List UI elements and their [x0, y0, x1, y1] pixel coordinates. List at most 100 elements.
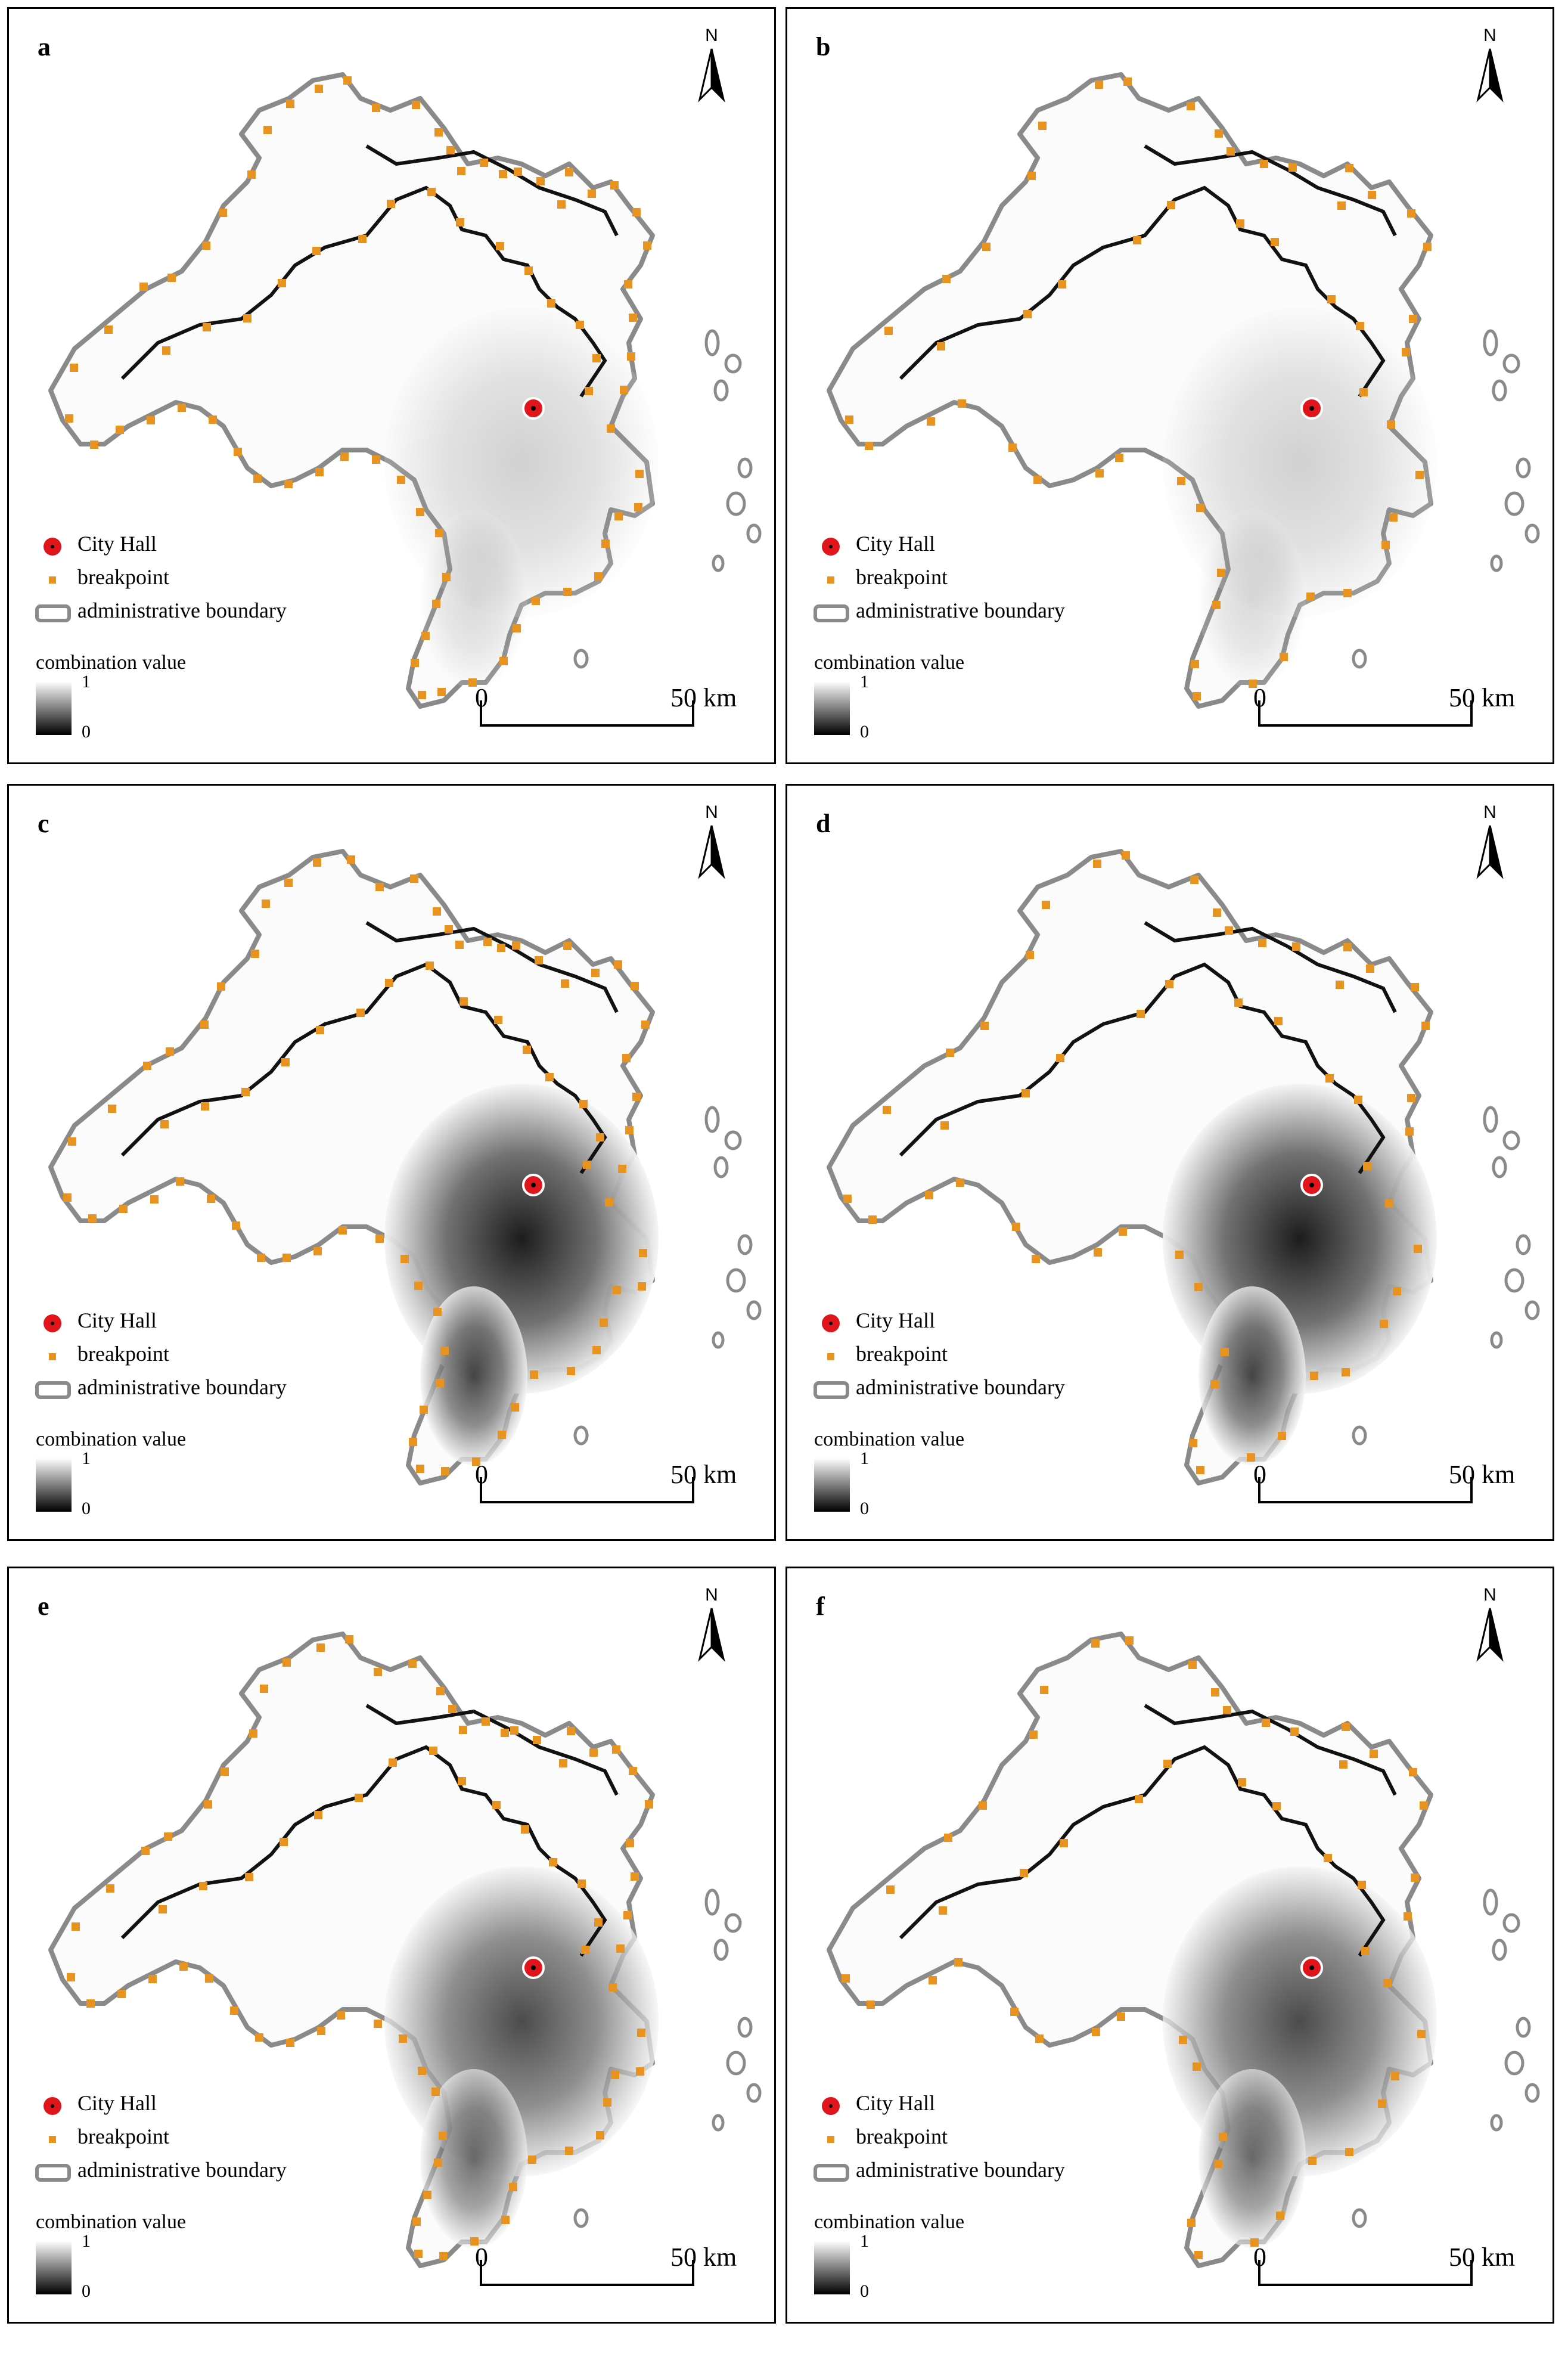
- breakpoint-marker: [592, 354, 601, 362]
- breakpoint-marker: [440, 1347, 449, 1355]
- north-arrow: N: [1469, 1585, 1511, 1668]
- city-hall-center: [1309, 406, 1314, 411]
- breakpoint-marker: [459, 997, 468, 1006]
- breakpoint-marker: [591, 969, 600, 977]
- breakpoint-marker: [1327, 295, 1336, 303]
- breakpoint-marker: [162, 346, 170, 355]
- breakpoint-marker: [445, 925, 453, 933]
- breakpoint-marker: [1163, 1760, 1172, 1768]
- breakpoint-marker: [620, 386, 628, 394]
- breakpoint-marker: [1411, 983, 1419, 991]
- north-label: N: [705, 1585, 718, 1605]
- breakpoint-marker: [1217, 569, 1225, 577]
- breakpoint-marker: [1032, 1255, 1040, 1263]
- scale-bar-line: [480, 2260, 694, 2286]
- island: [737, 1234, 753, 1255]
- combination-value-ramp: [36, 681, 72, 735]
- breakpoint-marker: [514, 168, 522, 176]
- scale-start-label: 0: [475, 2243, 488, 2272]
- map-panel-d: d N City Hall breakpoint: [785, 784, 1554, 1541]
- breakpoint-marker: [637, 2029, 645, 2037]
- breakpoint-marker: [927, 417, 935, 426]
- breakpoint-marker: [565, 2147, 573, 2155]
- breakpoint-marker: [106, 1884, 114, 1893]
- breakpoint-marker: [374, 1668, 382, 1676]
- breakpoint-marker: [1423, 243, 1432, 251]
- breakpoint-marker: [387, 200, 395, 208]
- breakpoint-marker: [358, 235, 367, 243]
- breakpoint-marker: [385, 979, 393, 987]
- breakpoint-marker: [607, 424, 615, 433]
- boundary-icon: [35, 2164, 71, 2182]
- breakpoints-layer: [63, 855, 650, 1475]
- combination-value-ramp: [36, 1458, 72, 1512]
- north-label: N: [1483, 26, 1496, 45]
- breakpoint-marker: [625, 1126, 634, 1134]
- breakpoint-marker: [561, 979, 569, 988]
- breakpoint-marker: [200, 1021, 209, 1029]
- breakpoint-marker: [472, 1457, 480, 1466]
- boundary-icon: [35, 604, 71, 622]
- suitability-contour: [899, 144, 1397, 398]
- breakpoint-marker: [441, 1467, 449, 1475]
- city-hall-icon: [822, 2097, 840, 2115]
- breakpoint-marker: [458, 1777, 466, 1785]
- breakpoint-marker: [536, 177, 545, 185]
- panel-label: e: [38, 1592, 49, 1621]
- ramp-low-label: 0: [82, 2281, 91, 2301]
- breakpoint-marker: [201, 1102, 209, 1111]
- suitability-contour: [899, 921, 1397, 1174]
- breakpoint-marker: [611, 2071, 619, 2079]
- breakpoint-marker: [372, 455, 380, 464]
- breakpoint-marker: [1404, 1912, 1412, 1921]
- scale-bar-line: [1258, 700, 1473, 727]
- breakpoint-marker: [72, 1922, 80, 1931]
- breakpoint-marker: [1225, 926, 1233, 935]
- breakpoint-marker: [1421, 1022, 1430, 1030]
- north-arrow: N: [1469, 802, 1511, 886]
- breakpoint-marker: [524, 266, 533, 275]
- breakpoint-marker: [1378, 2099, 1386, 2108]
- island: [1490, 554, 1503, 572]
- breakpoint-marker: [940, 1121, 949, 1130]
- breakpoint-marker: [1194, 1283, 1203, 1291]
- breakpoint-marker: [498, 1431, 506, 1439]
- breakpoint-marker: [632, 208, 641, 216]
- suitability-contour: [899, 1704, 1397, 1957]
- island: [1352, 2208, 1367, 2228]
- breakpoint-marker: [70, 364, 78, 372]
- scale-bar-line: [1258, 2260, 1473, 2286]
- breakpoint-marker: [629, 1767, 637, 1775]
- island: [724, 353, 742, 374]
- city-hall-icon: [44, 2097, 61, 2115]
- breakpoint-marker: [88, 1214, 97, 1223]
- combination-value-title: combination value: [36, 1428, 187, 1450]
- breakpoint-marker: [408, 1660, 417, 1668]
- breakpoint-marker: [1238, 1778, 1246, 1787]
- breakpoint-marker: [339, 1226, 347, 1235]
- breakpoint-marker: [420, 1406, 428, 1414]
- island: [1504, 491, 1524, 516]
- scale-bar: [480, 2248, 694, 2290]
- breakpoint-marker: [509, 2183, 517, 2191]
- breakpoint-marker: [1342, 1723, 1350, 1731]
- breakpoint-marker: [497, 944, 505, 952]
- breakpoint-marker: [1196, 1466, 1204, 1474]
- breakpoint-marker: [634, 503, 642, 511]
- combination-value-surface-south: [420, 510, 527, 688]
- island: [746, 523, 762, 544]
- island: [1502, 1130, 1520, 1150]
- scale-unit: km: [1482, 683, 1516, 712]
- breakpoint-marker: [1343, 589, 1352, 597]
- island: [726, 1268, 746, 1293]
- breakpoint-marker: [203, 323, 211, 331]
- combination-value-title: combination value: [36, 2211, 187, 2233]
- breakpoint-marker: [482, 1717, 490, 1726]
- breakpoint-marker: [1393, 1287, 1401, 1295]
- scale-start-label: 0: [1253, 683, 1266, 712]
- scale-unit: km: [1482, 2243, 1516, 2272]
- breakpoint-marker: [397, 476, 405, 484]
- suitability-contour: [120, 1704, 619, 1957]
- breakpoint-marker: [1008, 443, 1017, 452]
- breakpoint-marker: [845, 415, 853, 424]
